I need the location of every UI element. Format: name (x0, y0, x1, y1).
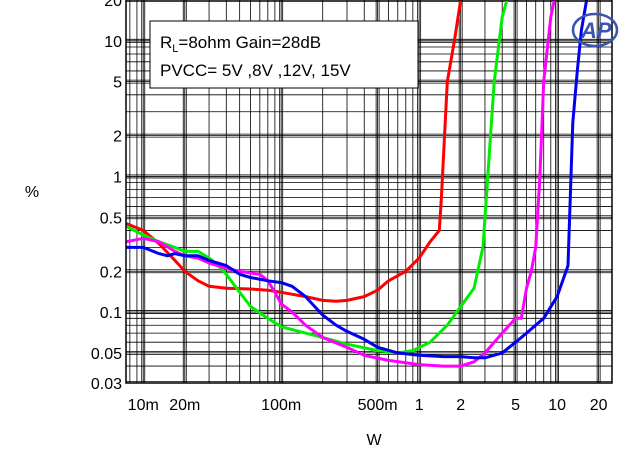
y-axis-label: % (25, 184, 39, 201)
series-line-2 (126, 0, 509, 355)
y-tick-label: 2 (113, 129, 122, 146)
y-tick-label: 0.03 (91, 376, 122, 393)
svg-text:AP: AP (580, 18, 612, 43)
x-tick-label: 100m (261, 397, 301, 414)
x-tick-label: 500m (358, 397, 398, 414)
series-line-1 (126, 0, 463, 303)
y-tick-label: 0.2 (100, 264, 122, 281)
x-tick-label: 20m (169, 397, 200, 414)
y-tick-labels: 0.03 0.05 0.1 0.2 0.5 1 2 5 10 20 (91, 0, 122, 393)
y-tick-label: 5 (113, 75, 122, 92)
x-axis-label: W (366, 432, 382, 449)
x-tick-label: 2 (456, 397, 465, 414)
x-tick-label: 20 (590, 397, 608, 414)
x-tick-label: 1 (415, 397, 424, 414)
series-line-3 (126, 0, 556, 368)
x-tick-labels: 10m 20m 100m 500m 1 2 5 10 20 (128, 397, 608, 414)
y-tick-label: 1 (113, 169, 122, 186)
y-tick-label: 0.5 (100, 210, 122, 227)
ap-logo: AP (571, 12, 619, 48)
y-tick-label: 0.05 (91, 346, 122, 363)
plot-frame (125, 0, 613, 384)
legend-box (149, 20, 419, 89)
x-tick-label: 10m (128, 397, 159, 414)
series-layer (126, 0, 589, 368)
y-tick-label: 20 (104, 0, 122, 10)
annotation-line2: PVCC= 5V ,8V ,12V, 15V (160, 61, 351, 80)
x-tick-label: 5 (511, 397, 520, 414)
series-line-4 (126, 0, 589, 360)
y-tick-label: 0.1 (100, 305, 122, 322)
y-tick-label: 10 (104, 34, 122, 51)
x-tick-label: 10 (548, 397, 566, 414)
annotation-line1: RL=8ohm Gain=28dB (160, 33, 321, 55)
